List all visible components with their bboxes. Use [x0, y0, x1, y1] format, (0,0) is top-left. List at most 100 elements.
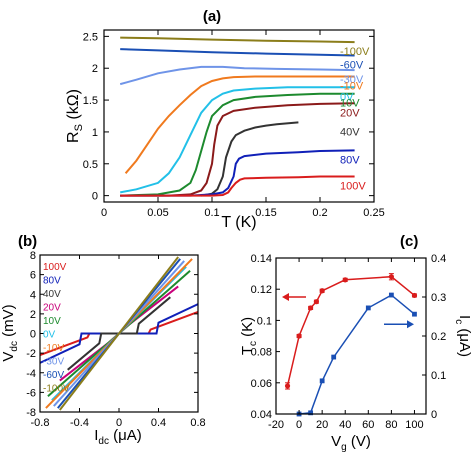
data-point-Ic [319, 378, 325, 384]
data-point-Tc [411, 292, 418, 299]
arrow-left-head [282, 293, 289, 301]
x-tick-label: 0.25 [363, 207, 384, 219]
data-point-Tc [284, 383, 291, 389]
panel-b-ticks: -0.8 -0.4 0 0.4 0.8 -8 -6 -4 -2 0 2 4 6 8 [26, 250, 205, 429]
y-tick-label: 0 [92, 191, 98, 203]
series-line-10V [120, 92, 355, 197]
x-tick-label: 0 [116, 417, 122, 429]
y-tick-label: 1.5 [83, 95, 98, 107]
panel-a-plot [119, 36, 355, 197]
x-tick-label: -0.4 [70, 417, 89, 429]
x-tick-label: 20 [316, 419, 328, 431]
data-point-Tc [313, 299, 319, 305]
series-label-40V: 40V [340, 126, 360, 138]
x-tick-label: 0.4 [151, 417, 166, 429]
series-label-10V: 10V [340, 98, 360, 110]
panel-a-label: (a) [203, 8, 221, 25]
legend-entry-40V: 40V [43, 289, 61, 300]
series-line-40V [201, 121, 299, 197]
series-label--60V: -60V [340, 59, 364, 71]
data-point-Tc [388, 274, 394, 280]
panel-b-plot [39, 256, 199, 411]
y-tick-label: -4 [26, 368, 36, 380]
panel-c: (c) -20 0 20 40 60 80 100 0.04 0.06 0.08 0.1 0.12 0.… [239, 233, 473, 453]
series-label--10V: -10V [340, 81, 364, 93]
iv-curve--100V [59, 256, 179, 411]
series-label--30V: -30V [340, 74, 364, 86]
y2-tick-label: 0.2 [431, 331, 446, 343]
data-point-Ic [308, 410, 314, 416]
data-point-Ic [388, 292, 394, 298]
y2-tick-label: 0.4 [431, 253, 446, 265]
x-tick-label: 0.15 [255, 207, 276, 219]
x-tick-label: 0.05 [147, 207, 168, 219]
legend-entry-100V: 100V [43, 262, 67, 273]
series-line-Ic [299, 294, 415, 415]
series-line-100V [120, 175, 355, 197]
series-label-80V: 80V [340, 154, 360, 166]
y-tick-label: 0.14 [251, 253, 272, 265]
y-tick-label: -8 [26, 407, 36, 419]
series-label-0V: 0V [340, 91, 354, 103]
x-tick-label: 0.8 [190, 417, 205, 429]
panel-c-ylabel: Tc (K) [239, 317, 259, 355]
panel-c-plot [284, 273, 418, 417]
series-line-0V [120, 86, 355, 194]
arrow-right-head [407, 320, 414, 329]
x-tick-label: 80 [385, 419, 397, 431]
x-tick-label: -0.8 [31, 417, 50, 429]
y-tick-label: 4 [30, 289, 36, 301]
panel-b-label: (b) [18, 233, 37, 250]
series-line--10V [124, 75, 355, 174]
y2-tick-label: 0.1 [431, 370, 446, 382]
panel-b-ylabel: Vdc (mV) [0, 304, 20, 361]
series-label-20V: 20V [340, 107, 360, 119]
x-tick-label: 0.1 [204, 207, 219, 219]
y-tick-label: 8 [30, 250, 36, 262]
series-line-20V [120, 102, 355, 197]
data-point-Tc [308, 305, 314, 311]
panel-c-arrows [282, 293, 414, 329]
y-tick-label: 0 [30, 329, 36, 341]
panel-c-y2label: Ic (μA) [453, 315, 473, 357]
panel-a-xlabel: T (K) [221, 214, 256, 231]
y-tick-label: 0.1 [257, 315, 272, 327]
y-tick-label: -2 [26, 348, 36, 360]
y-tick-label: 1 [92, 127, 98, 139]
y-tick-label: 2 [92, 63, 98, 75]
x-tick-label: 40 [339, 419, 351, 431]
data-point-Ic [365, 305, 371, 311]
y2-tick-label: 0.3 [431, 292, 446, 304]
legend-entry-0V: 0V [43, 330, 56, 341]
series-line--30V [119, 65, 355, 86]
legend-entry--10V: -10V [43, 343, 64, 354]
y2-tick-label: 0 [431, 409, 437, 421]
legend-entry--30V: -30V [43, 357, 64, 368]
y-tick-label: 2 [30, 309, 36, 321]
y-tick-label: 6 [30, 270, 36, 282]
series-line--60V [120, 48, 355, 57]
data-point-Ic [331, 354, 337, 360]
panel-c-xlabel: Vg (V) [331, 433, 371, 453]
series-label--100V: -100V [340, 46, 370, 58]
legend-entry--60V: -60V [43, 370, 64, 381]
panel-b-xlabel: Idc (μA) [94, 427, 142, 447]
y-tick-label: 0.06 [251, 378, 272, 390]
panel-c-ticks: -20 0 20 40 60 80 100 0.04 0.06 0.08 0.1 0.12 0.14 0 0… [251, 253, 447, 431]
panel-a: (a) 0 0.05 0.1 0.15 0.2 0.25 0 0.5 1 1.5 2 2.5 -100… [65, 8, 385, 231]
series-line-Tc [286, 275, 415, 387]
panel-a-ticks: 0 0.05 0.1 0.15 0.2 0.25 0 0.5 1 1.5 2 2.5 [83, 30, 385, 219]
y-tick-label: 0.5 [83, 159, 98, 171]
data-point-Tc [296, 333, 302, 339]
data-point-Tc [342, 277, 348, 283]
legend-entry-10V: 10V [43, 316, 61, 327]
y-tick-label: 0.12 [251, 284, 272, 296]
y-tick-label: 0.04 [251, 409, 272, 421]
panel-a-frame [103, 29, 375, 203]
data-point-Ic [412, 311, 417, 317]
legend-entry-80V: 80V [43, 276, 61, 287]
legend-entry-20V: 20V [43, 303, 61, 314]
y-tick-label: 0.08 [251, 347, 272, 359]
